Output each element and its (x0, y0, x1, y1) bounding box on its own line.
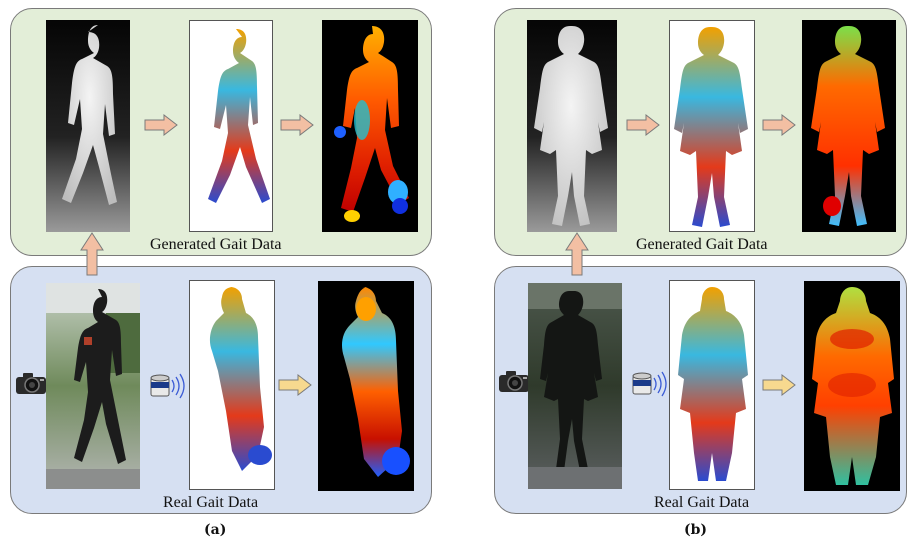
generated-depth-image-a (46, 20, 130, 232)
real-gait-data-label-b: Real Gait Data (654, 494, 750, 511)
camera-icon (16, 373, 46, 394)
real-heatmap-a (318, 281, 414, 491)
real-point-cloud-a (189, 280, 275, 490)
subfigure-label-a: (a) (204, 522, 227, 538)
camera-icon (499, 371, 529, 392)
generated-depth-image-b (527, 20, 617, 232)
right-arrow-icon (144, 114, 178, 136)
lidar-sensor-icon (632, 371, 667, 397)
up-arrow-icon (80, 232, 104, 276)
right-arrow-icon (278, 374, 312, 396)
right-arrow-icon (762, 114, 796, 136)
real-rgb-photo-a (46, 283, 140, 489)
up-arrow-icon (565, 232, 589, 276)
right-arrow-icon (280, 114, 314, 136)
generated-gait-data-label-b: Generated Gait Data (636, 236, 768, 253)
generated-point-cloud-b (669, 20, 755, 232)
right-arrow-icon (626, 114, 660, 136)
subfigure-label-b: (b) (684, 522, 708, 538)
real-rgb-photo-b (528, 283, 622, 489)
generated-point-cloud-a (189, 20, 273, 232)
right-arrow-icon (762, 374, 796, 396)
generated-gait-data-label-a: Generated Gait Data (150, 236, 282, 253)
lidar-sensor-icon (150, 373, 185, 399)
generated-heatmap-b (802, 20, 896, 232)
generated-heatmap-a (322, 20, 418, 232)
real-gait-data-label-a: Real Gait Data (163, 494, 259, 511)
real-heatmap-b (804, 281, 900, 491)
real-point-cloud-b (669, 280, 755, 490)
